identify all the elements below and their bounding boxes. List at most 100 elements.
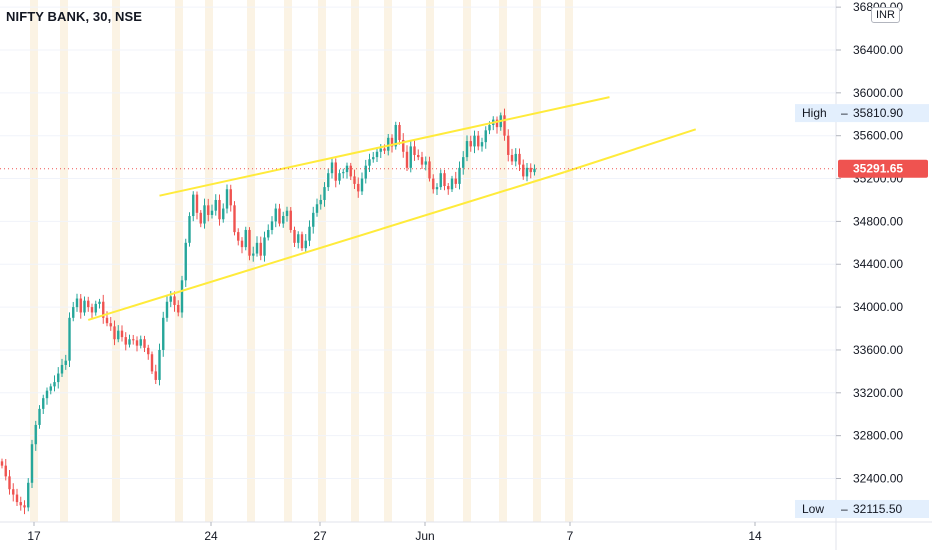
candle-body	[87, 300, 90, 308]
candle-body	[199, 212, 202, 224]
candle-body	[417, 154, 420, 158]
candle-body	[342, 172, 345, 174]
candle-body	[113, 326, 116, 340]
candle-body	[435, 187, 439, 190]
trend-line	[87, 171, 565, 321]
candle-body	[510, 154, 514, 162]
x-tick-label: 27	[313, 529, 327, 543]
candle-body	[4, 465, 7, 477]
trend-line	[159, 96, 610, 197]
candle-body	[30, 444, 34, 483]
candle-body	[64, 360, 67, 365]
candle-body	[518, 153, 521, 165]
candle-body	[443, 173, 446, 187]
candle-body	[192, 194, 195, 217]
candle-body	[319, 199, 322, 205]
candle-body	[390, 137, 394, 147]
candle-body	[522, 164, 525, 177]
candle-body	[165, 301, 169, 318]
y-tick-label: 36000.00	[853, 86, 903, 100]
candle-body	[188, 216, 191, 243]
candle-body	[128, 339, 131, 345]
candle-body	[102, 301, 105, 318]
candle-body	[105, 317, 109, 324]
y-tick-label: 34400.00	[853, 257, 903, 271]
candle-body	[158, 349, 161, 380]
candle-body	[244, 229, 247, 248]
candle-body	[480, 142, 484, 147]
candle-body	[278, 208, 281, 224]
candle-body	[327, 173, 330, 188]
candle-body	[413, 146, 416, 155]
y-tick-label: 35600.00	[853, 129, 903, 143]
candle-body	[0, 461, 4, 466]
candle-body	[409, 146, 412, 168]
candle-body	[387, 137, 390, 151]
currency-badge[interactable]: INR	[871, 7, 900, 23]
candle-body	[383, 148, 386, 151]
candle-body	[143, 339, 146, 348]
session-band	[205, 0, 213, 522]
x-tick-label: 17	[27, 529, 41, 543]
candle-body	[533, 168, 536, 173]
candle-body	[169, 296, 172, 302]
high-label: High	[802, 106, 827, 120]
y-tick-label: 34800.00	[853, 214, 903, 228]
y-tick-label: 36400.00	[853, 43, 903, 57]
candle-body	[203, 205, 206, 224]
candle-body	[68, 317, 71, 361]
low-dash: –	[841, 502, 848, 516]
candle-body	[263, 237, 266, 256]
candle-body	[503, 115, 506, 136]
candle-body	[353, 176, 356, 184]
candle-body	[477, 135, 480, 147]
candle-body	[330, 162, 334, 174]
candle-body	[270, 221, 274, 230]
candle-body	[300, 234, 304, 249]
y-tick-label: 32400.00	[853, 472, 903, 486]
candle-body	[34, 424, 37, 445]
candle-body	[338, 173, 341, 181]
session-band	[60, 0, 68, 522]
x-tick-label: 14	[748, 529, 762, 543]
low-label-box	[795, 499, 929, 518]
candle-body	[349, 165, 352, 177]
candle-body	[218, 199, 221, 220]
candle-body	[8, 476, 11, 490]
candle-body	[402, 139, 405, 152]
candle-body	[447, 186, 450, 190]
candle-body	[60, 364, 64, 374]
last-price-value: 35291.65	[853, 162, 903, 176]
candle-body	[462, 157, 465, 168]
candle-body	[267, 229, 270, 238]
candle-body	[135, 340, 139, 346]
candle-body	[180, 280, 184, 313]
high-label-box	[795, 104, 929, 123]
candle-body	[312, 212, 315, 227]
candle-body	[282, 216, 285, 224]
candle-body	[12, 489, 15, 495]
candle-body	[210, 210, 214, 215]
symbol-title: NIFTY BANK, 30, NSE	[6, 9, 143, 24]
trend-line	[564, 128, 697, 174]
candle-body	[398, 124, 401, 140]
candle-body	[465, 141, 469, 158]
candle-body	[368, 159, 371, 166]
candle-body	[15, 494, 19, 503]
candle-body	[360, 178, 364, 192]
candle-body	[42, 398, 45, 409]
candle-body	[375, 151, 379, 158]
candle-body	[49, 386, 52, 391]
y-tick-label: 34000.00	[853, 300, 903, 314]
candle-body	[529, 167, 532, 173]
high-value: 35810.90	[853, 106, 903, 120]
low-value: 32115.50	[853, 502, 902, 516]
candle-body	[420, 157, 424, 165]
candle-body	[323, 187, 326, 200]
candle-body	[458, 167, 461, 184]
candle-body	[75, 298, 79, 308]
candle-body	[289, 210, 292, 230]
candle-body	[259, 242, 262, 256]
